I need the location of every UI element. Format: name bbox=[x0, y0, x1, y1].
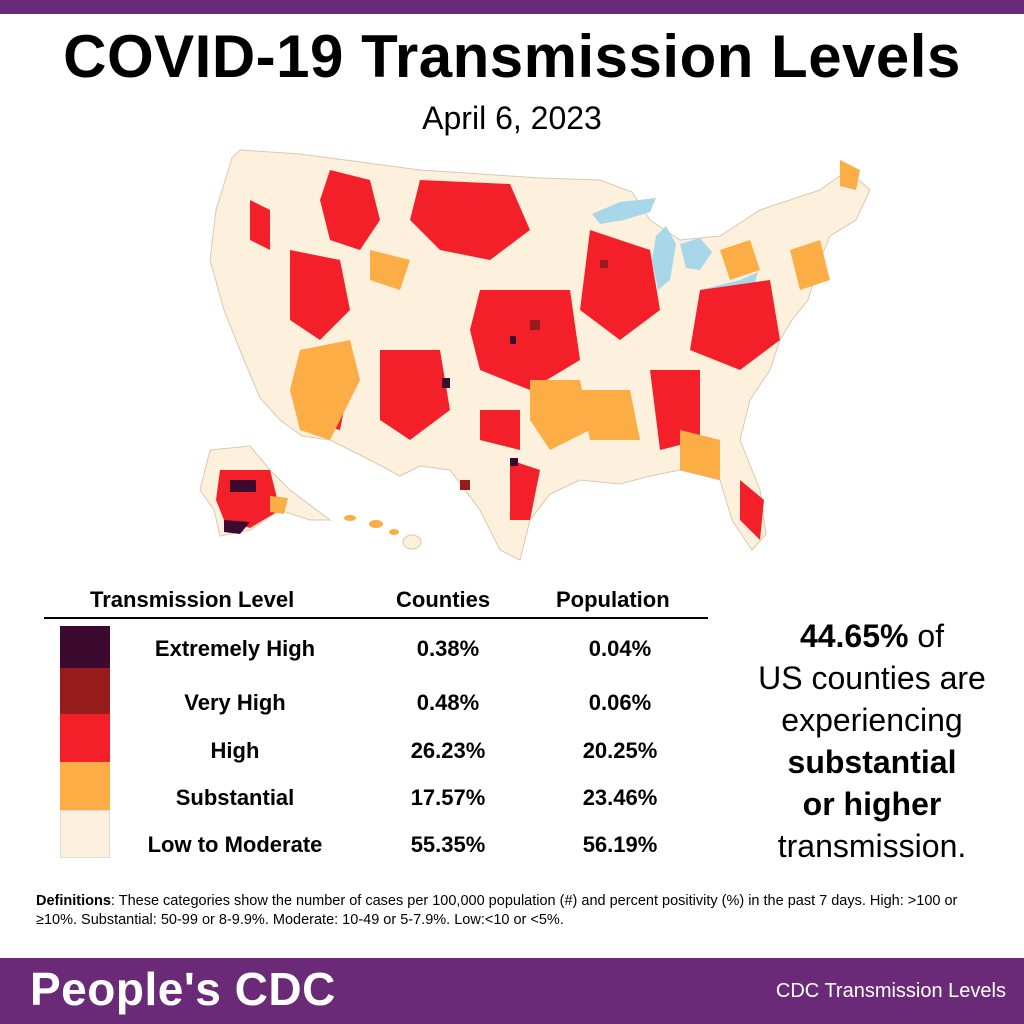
counties-very-high: 0.48% bbox=[416, 690, 480, 715]
extremely-high-transmission-spots bbox=[442, 336, 518, 466]
counties-high: 26.23% bbox=[410, 738, 486, 763]
level-label-extremely-high: Extremely High bbox=[154, 636, 316, 661]
summary-percent-suffix: of bbox=[908, 618, 945, 654]
swatch-extremely-high bbox=[60, 626, 110, 674]
legend-header-counties: Counties bbox=[396, 587, 491, 612]
level-label-very-high: Very High bbox=[184, 690, 286, 715]
level-label-low-moderate: Low to Moderate bbox=[147, 832, 323, 857]
legend-header-population: Population bbox=[556, 587, 670, 612]
counties-low-moderate: 55.35% bbox=[410, 832, 486, 857]
footer-source-label: CDC Transmission Levels bbox=[775, 980, 1006, 1002]
footer-brand-logo: People's CDC bbox=[30, 963, 336, 1015]
definitions-text: : These categories show the number of ca… bbox=[36, 893, 958, 928]
summary-line-2: US counties are bbox=[758, 660, 986, 696]
population-low-moderate: 56.19% bbox=[582, 832, 658, 857]
summary-line-6: transmission. bbox=[777, 828, 967, 864]
summary-callout: 44.65% of US counties are experiencing s… bbox=[730, 615, 1014, 867]
summary-line-4: substantial bbox=[730, 741, 1014, 783]
population-extremely-high: 0.04% bbox=[588, 636, 652, 661]
legend-header-level: Transmission Level bbox=[90, 587, 295, 612]
hawaii-shape bbox=[344, 515, 422, 550]
top-bar bbox=[0, 0, 1024, 14]
summary-emphasis-2: or higher bbox=[802, 786, 942, 822]
summary-line-1: 44.65% of bbox=[730, 615, 1014, 657]
level-label-substantial: Substantial bbox=[175, 785, 295, 810]
great-lakes bbox=[592, 198, 758, 298]
page-title: COVID-19 Transmission Levels bbox=[63, 23, 961, 90]
definitions-note: Definitions: These categories show the n… bbox=[36, 892, 996, 930]
population-high: 20.25% bbox=[582, 738, 658, 763]
us-transmission-map bbox=[199, 149, 871, 561]
population-substantial: 23.46% bbox=[582, 785, 658, 810]
alaska-substantial-region bbox=[270, 496, 288, 514]
summary-line-3: experiencing bbox=[781, 702, 963, 738]
summary-percent: 44.65% bbox=[799, 618, 909, 654]
very-high-transmission-spots bbox=[460, 260, 608, 490]
summary-line-5: or higher bbox=[730, 783, 1014, 825]
report-date: April 6, 2023 bbox=[422, 100, 602, 136]
swatch-very-high bbox=[60, 668, 110, 716]
counties-substantial: 17.57% bbox=[410, 785, 486, 810]
footer-bar: People's CDC CDC Transmission Levels bbox=[0, 958, 1024, 1024]
population-very-high: 0.06% bbox=[588, 690, 652, 715]
level-label-high: High bbox=[210, 738, 260, 763]
substantial-transmission-regions bbox=[290, 160, 860, 480]
counties-extremely-high: 0.38% bbox=[416, 636, 480, 661]
definitions-label: Definitions bbox=[36, 893, 111, 909]
swatch-substantial bbox=[60, 762, 110, 810]
alaska-extremely-high-region bbox=[224, 480, 256, 534]
swatch-high bbox=[60, 714, 110, 762]
swatch-low-moderate bbox=[60, 810, 110, 858]
summary-emphasis-1: substantial bbox=[787, 744, 957, 780]
legend-divider bbox=[44, 617, 708, 619]
